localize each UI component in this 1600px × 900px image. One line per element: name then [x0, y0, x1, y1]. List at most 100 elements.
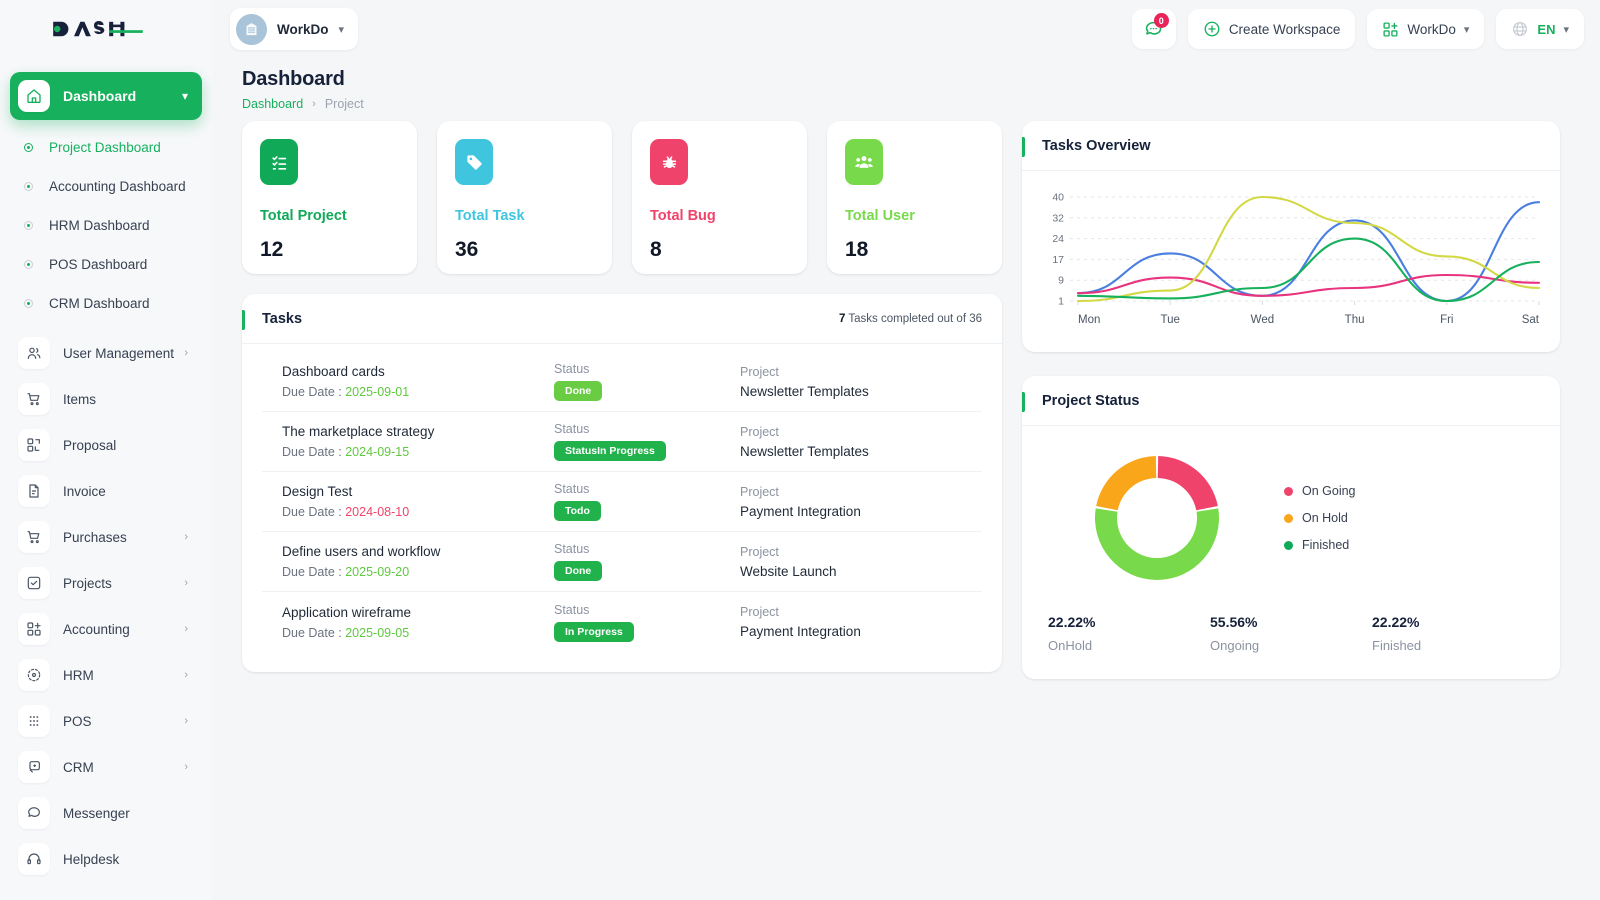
- due-prefix: Due Date :: [282, 625, 346, 640]
- chevron-right-icon: ›: [184, 346, 188, 359]
- sidebar-item-projects[interactable]: Projects ›: [10, 561, 202, 605]
- task-status-cell: Status In Progress: [554, 603, 740, 642]
- sidebar-subitem-pos-dashboard[interactable]: POS Dashboard: [0, 245, 212, 284]
- workspace-switch-button[interactable]: WorkDo ▾: [1367, 9, 1485, 49]
- table-row[interactable]: Application wireframe Due Date : 2025-09…: [262, 592, 982, 652]
- stat-card-total-project[interactable]: Total Project 12: [242, 121, 417, 274]
- status-badge: In Progress: [554, 621, 634, 642]
- legend-label: On Hold: [1302, 511, 1348, 525]
- percentage-ongoing: 55.56% Ongoing: [1210, 614, 1372, 653]
- stat-card-total-task[interactable]: Total Task 36: [437, 121, 612, 274]
- sidebar-subitem-hrm-dashboard[interactable]: HRM Dashboard: [0, 206, 212, 245]
- language-selector[interactable]: EN ▾: [1496, 9, 1584, 49]
- sidebar-item-items[interactable]: Items: [10, 377, 202, 421]
- sidebar-item-purchases[interactable]: Purchases ›: [10, 515, 202, 559]
- document-icon: [18, 475, 50, 507]
- stat-label: Total Task: [455, 208, 525, 224]
- sidebar-item-user-management[interactable]: User Management ›: [10, 331, 202, 375]
- stat-value: 18: [845, 238, 869, 261]
- percentage-value: 22.22%: [1372, 614, 1420, 630]
- grid-plus-icon: [1383, 21, 1398, 37]
- project-name: Website Launch: [740, 563, 837, 579]
- sidebar-item-label: CRM: [63, 759, 94, 775]
- sidebar-item-accounting[interactable]: Accounting ›: [10, 607, 202, 651]
- task-status-cell: Status Done: [554, 362, 740, 401]
- table-row[interactable]: Dashboard cards Due Date : 2025-09-01 St…: [262, 352, 982, 412]
- sidebar-item-proposal[interactable]: Proposal: [10, 423, 202, 467]
- percentage-label: Ongoing: [1210, 638, 1260, 653]
- tasks-completed-text: Tasks completed out of 36: [845, 313, 982, 325]
- dash-logo-icon: [53, 21, 143, 37]
- messages-badge: 0: [1153, 13, 1169, 28]
- right-column: Tasks Overview 40 32 24 17 9 1 Mon Tue Wed Thu Fri…: [1022, 121, 1560, 679]
- sidebar-subitem-label: Accounting Dashboard: [49, 179, 186, 194]
- tag-icon: [455, 139, 493, 185]
- legend-item-on-going[interactable]: On Going: [1284, 484, 1356, 498]
- svg-text:40: 40: [1052, 192, 1064, 204]
- sidebar-item-label: User Management: [63, 345, 175, 361]
- donut-chart[interactable]: [1042, 448, 1272, 588]
- create-workspace-button[interactable]: Create Workspace: [1187, 9, 1356, 49]
- workspace-selector[interactable]: WorkDo ▾: [230, 8, 359, 50]
- messages-button[interactable]: 0: [1131, 9, 1176, 49]
- logo[interactable]: [0, 0, 212, 58]
- task-due: Due Date : 2024-08-10: [282, 505, 554, 519]
- bug-icon: [650, 139, 688, 185]
- table-row[interactable]: Design Test Due Date : 2024-08-10 Status…: [262, 472, 982, 532]
- tasks-overview-chart[interactable]: 40 32 24 17 9 1 Mon Tue Wed Thu Fri Sat: [1022, 171, 1560, 352]
- sidebar-subitem-label: Project Dashboard: [49, 140, 161, 155]
- sidebar-subitem-accounting-dashboard[interactable]: Accounting Dashboard: [0, 167, 212, 206]
- task-name-cell: Application wireframe Due Date : 2025-09…: [282, 605, 554, 640]
- chevron-down-icon: ▾: [338, 23, 345, 36]
- status-header: Status: [554, 362, 590, 376]
- sidebar-item-label: Accounting: [63, 621, 130, 637]
- sidebar-item-invoice[interactable]: Invoice: [10, 469, 202, 513]
- task-name: Design Test: [282, 484, 353, 499]
- sidebar-subitem-crm-dashboard[interactable]: CRM Dashboard: [0, 284, 212, 323]
- task-name-cell: Design Test Due Date : 2024-08-10: [282, 484, 554, 519]
- svg-text:17: 17: [1052, 254, 1064, 266]
- page-title: Dashboard: [242, 68, 345, 90]
- sidebar-item-hrm[interactable]: HRM ›: [10, 653, 202, 697]
- project-name: Payment Integration: [740, 503, 861, 519]
- task-list: Dashboard cards Due Date : 2025-09-01 St…: [242, 344, 1002, 672]
- breadcrumb-root[interactable]: Dashboard: [242, 97, 304, 111]
- chevron-right-icon: ›: [184, 760, 188, 773]
- legend-item-finished[interactable]: Finished: [1284, 538, 1356, 552]
- svg-text:24: 24: [1052, 233, 1064, 245]
- sidebar-subitem-label: HRM Dashboard: [49, 218, 150, 233]
- chevron-down-icon: ▾: [1563, 23, 1569, 36]
- checklist-icon: [260, 139, 298, 185]
- stat-label: Total User: [845, 208, 915, 224]
- task-due: Due Date : 2025-09-20: [282, 565, 554, 579]
- project-status-header: Project Status: [1022, 376, 1560, 426]
- table-row[interactable]: Define users and workflow Due Date : 202…: [262, 532, 982, 592]
- legend-item-on-hold[interactable]: On Hold: [1284, 511, 1356, 525]
- main-area: WorkDo ▾ 0 Create Workspace Wo: [212, 0, 1600, 900]
- chevron-right-icon: ›: [184, 530, 188, 543]
- topbar-actions: 0 Create Workspace WorkDo ▾ EN ▾: [1131, 9, 1584, 49]
- sidebar-subitem-project-dashboard[interactable]: Project Dashboard: [0, 128, 212, 167]
- status-header: Status: [554, 602, 590, 617]
- task-name: Application wireframe: [282, 604, 412, 620]
- project-status-body: On Going On Hold Finished: [1022, 426, 1560, 679]
- stat-card-total-user[interactable]: Total User 18: [827, 121, 1002, 274]
- sidebar-item-label: Helpdesk: [63, 851, 120, 867]
- grid-plus-icon: [18, 613, 50, 645]
- sidebar-subitem-label: CRM Dashboard: [49, 296, 150, 311]
- sidebar-item-crm[interactable]: CRM ›: [10, 745, 202, 789]
- sidebar-item-dashboard[interactable]: Dashboard ▾: [10, 72, 202, 120]
- stat-value: 12: [260, 238, 284, 261]
- sidebar-item-helpdesk[interactable]: Helpdesk: [10, 837, 202, 881]
- tasks-overview-panel: Tasks Overview 40 32 24 17 9 1 Mon Tue Wed Thu Fri…: [1022, 121, 1560, 352]
- bullet-icon: [24, 221, 33, 230]
- sidebar-item-messenger[interactable]: Messenger: [10, 791, 202, 835]
- table-row[interactable]: The marketplace strategy Due Date : 2024…: [262, 412, 982, 472]
- plus-circle-icon: [1204, 21, 1220, 37]
- sidebar-item-label: Invoice: [63, 483, 106, 499]
- sidebar-item-label: Dashboard: [63, 88, 137, 104]
- sidebar-item-pos[interactable]: POS ›: [10, 699, 202, 743]
- stat-card-total-bug[interactable]: Total Bug 8: [632, 121, 807, 274]
- task-name-cell: Dashboard cards Due Date : 2025-09-01: [282, 364, 554, 399]
